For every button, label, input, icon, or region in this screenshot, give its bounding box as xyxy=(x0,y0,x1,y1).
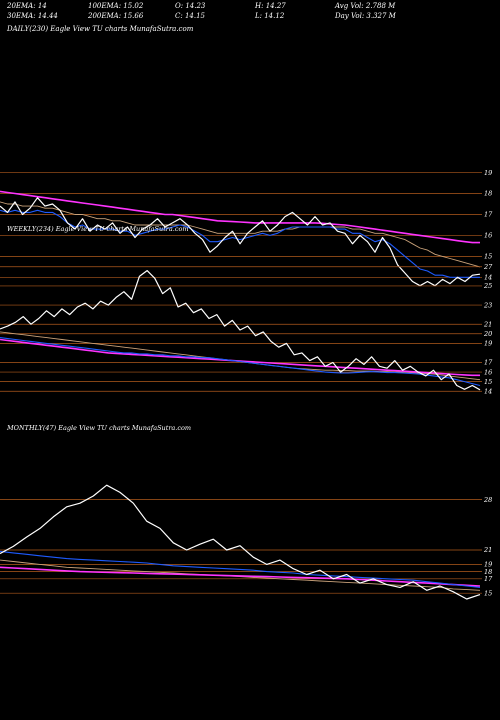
weekly-ema-fast-line xyxy=(0,337,481,387)
weekly-y-tick-label: 27 xyxy=(483,263,493,271)
header-avg-vol: Avg Vol: 2.788 M xyxy=(335,2,396,10)
header-ema200: 200EMA: 15.66 xyxy=(88,12,144,20)
daily-y-tick-label: 18 xyxy=(484,190,492,198)
weekly-y-tick-label: 23 xyxy=(483,301,492,309)
monthly-y-tick-label: 28 xyxy=(483,496,492,504)
header-high: H: 14.27 xyxy=(255,2,286,10)
header-close: C: 14.15 xyxy=(175,12,205,20)
monthly-y-tick-label: 17 xyxy=(484,575,493,583)
header-ema30: 30EMA: 14.44 xyxy=(7,12,58,20)
monthly-y-tick-label: 19 xyxy=(484,561,492,569)
monthly-y-tick-label: 21 xyxy=(483,546,492,554)
monthly-price-line xyxy=(0,484,481,600)
weekly-ema-mid-line xyxy=(0,331,481,381)
weekly-y-tick-label: 16 xyxy=(484,368,492,376)
monthly-ema-slow-line xyxy=(0,566,481,587)
weekly-panel-title: WEEKLY(234) Eagle View TU charts MunafaS… xyxy=(7,225,189,233)
weekly-y-tick-label: 14 xyxy=(484,387,492,395)
monthly-panel-title: MONTHLY(47) Eagle View TU charts MunafaS… xyxy=(7,424,192,432)
weekly-y-tick-label: 17 xyxy=(484,359,493,367)
monthly-ema-fast-line xyxy=(0,550,481,588)
daily-y-tick-label: 16 xyxy=(484,232,492,240)
weekly-y-tick-label: 21 xyxy=(483,320,492,328)
header-low: L: 14.12 xyxy=(255,12,285,20)
weekly-price-line xyxy=(0,270,481,391)
daily-ema-fast-line xyxy=(0,209,480,278)
daily-y-tick-label: 17 xyxy=(484,211,493,219)
header-ema20: 20EMA: 14 xyxy=(7,2,47,10)
daily-price-line xyxy=(0,197,481,287)
header-open: O: 14.23 xyxy=(175,2,206,10)
monthly-y-tick-label: 18 xyxy=(484,568,492,576)
daily-ema-mid-line xyxy=(0,201,481,268)
daily-panel-title: DAILY(230) Eagle View TU charts MunafaSu… xyxy=(7,25,194,33)
daily-panel: 19 18 17 16 15 14 xyxy=(0,169,493,287)
weekly-ema-slow-line xyxy=(0,338,480,377)
daily-ema-slow-line xyxy=(0,190,480,244)
monthly-y-tick-label: 15 xyxy=(484,589,492,597)
daily-y-tick-label: 14 xyxy=(484,274,492,282)
weekly-y-tick-label: 15 xyxy=(484,378,492,386)
daily-y-tick-label: 15 xyxy=(484,253,492,261)
daily-y-tick-label: 19 xyxy=(484,169,492,177)
header-day-vol: Day Vol: 3.327 M xyxy=(335,12,396,20)
weekly-y-tick-label: 25 xyxy=(483,282,492,290)
weekly-y-tick-label: 20 xyxy=(483,330,492,338)
weekly-y-tick-label: 19 xyxy=(484,340,492,348)
header-ema100: 100EMA: 15.02 xyxy=(88,2,144,10)
